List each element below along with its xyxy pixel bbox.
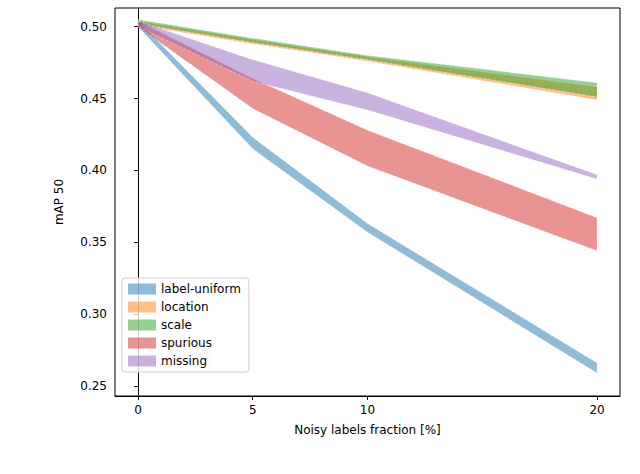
svg-text:label-uniform: label-uniform (161, 282, 241, 296)
svg-text:10: 10 (360, 403, 375, 417)
svg-text:0.50: 0.50 (80, 20, 107, 34)
svg-text:mAP 50: mAP 50 (52, 179, 66, 225)
svg-text:0: 0 (134, 403, 142, 417)
svg-text:missing: missing (161, 354, 207, 368)
svg-text:0.30: 0.30 (80, 307, 107, 321)
svg-text:5: 5 (249, 403, 257, 417)
svg-text:0.25: 0.25 (80, 379, 107, 393)
svg-text:0.35: 0.35 (80, 235, 107, 249)
svg-text:location: location (161, 300, 209, 314)
svg-text:Noisy labels fraction [%]: Noisy labels fraction [%] (294, 423, 441, 437)
svg-text:20: 20 (589, 403, 604, 417)
svg-text:0.45: 0.45 (80, 92, 107, 106)
svg-text:spurious: spurious (161, 336, 212, 350)
svg-text:0.40: 0.40 (80, 163, 107, 177)
svg-text:scale: scale (161, 318, 192, 332)
